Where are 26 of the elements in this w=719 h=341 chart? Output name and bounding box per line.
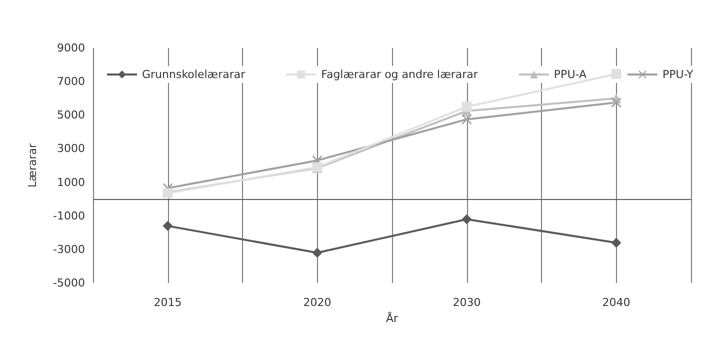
x-tick-label: 2030 bbox=[452, 296, 481, 309]
point bbox=[462, 102, 472, 112]
y-tick-label: -5000 bbox=[53, 276, 85, 290]
point bbox=[611, 98, 622, 108]
x-tick-label: 2020 bbox=[303, 296, 332, 309]
point bbox=[611, 238, 622, 248]
point bbox=[312, 248, 322, 258]
point bbox=[611, 69, 622, 80]
x-tick-label: 2040 bbox=[602, 296, 630, 309]
point bbox=[462, 114, 472, 124]
point bbox=[162, 220, 173, 231]
y-tick-label: 7000 bbox=[57, 75, 85, 88]
y-axis-title: Lærarar bbox=[26, 143, 39, 188]
x-tick-label: 2015 bbox=[154, 296, 182, 309]
legend-label: Faglærarar og andre lærarar bbox=[321, 68, 478, 81]
x-axis-title: År bbox=[386, 310, 398, 325]
y-tick-label: 3000 bbox=[57, 142, 85, 156]
legend-label: Grunnskolelærarar bbox=[142, 68, 246, 81]
point bbox=[462, 214, 472, 224]
y-tick-label: 9000 bbox=[57, 42, 85, 54]
legend-label: PPU-A bbox=[554, 68, 587, 81]
y-tick-label: 5000 bbox=[57, 108, 85, 122]
y-tick-label: -1000 bbox=[53, 209, 85, 222]
legend-label: PPU-Y bbox=[662, 68, 694, 81]
y-tick-label: -3000 bbox=[53, 242, 85, 256]
y-tick-label: 1000 bbox=[57, 176, 85, 189]
